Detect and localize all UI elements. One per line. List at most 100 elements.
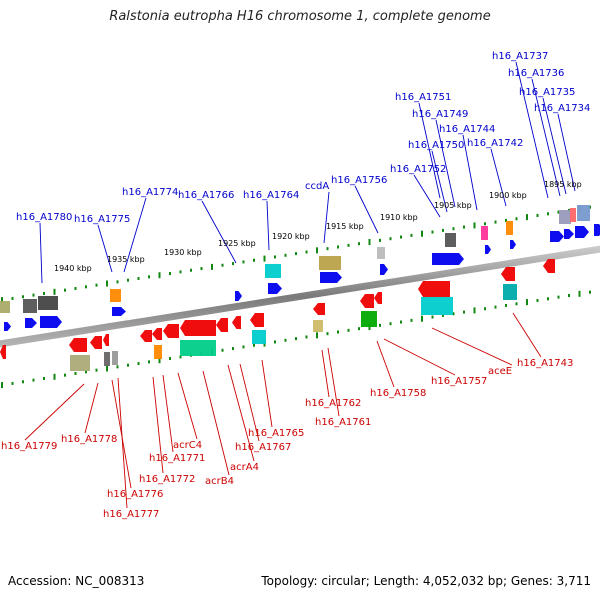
- upper-gene-label: h16_A1780: [16, 212, 72, 223]
- lower-scale-tick: [358, 327, 360, 331]
- lower-scale-tick: [400, 320, 402, 324]
- gene-arrow: [432, 253, 464, 265]
- lower-scale-tick: [53, 373, 56, 380]
- upper-scale-tick: [274, 255, 276, 259]
- upper-scale-tick: [116, 280, 119, 284]
- lower-gene-label: acrC4: [173, 440, 202, 451]
- gene-box: [506, 221, 513, 235]
- gene-arrow: [550, 231, 564, 242]
- upper-scale-tick: [211, 263, 213, 270]
- gene-arrow: [360, 294, 374, 308]
- gene-box: [377, 247, 385, 259]
- lower-scale-tick: [74, 371, 77, 375]
- gene-arrow: [543, 259, 555, 273]
- upper-scale-tick: [221, 263, 224, 267]
- upper-scale-tick: [305, 250, 308, 254]
- upper-scale-tick: [526, 214, 528, 221]
- upper-gene-label: h16_A1750: [408, 140, 464, 151]
- upper-scale-tick: [190, 268, 192, 272]
- upper-scale-tick: [379, 238, 381, 242]
- lower-gene-label: aceE: [488, 366, 512, 377]
- upper-gene-label: h16_A1752: [390, 164, 446, 175]
- lower-scale-tick: [43, 376, 45, 380]
- scale-tick-label: 1915 kbp: [326, 222, 364, 231]
- lower-scale-tick: [284, 338, 287, 342]
- lower-scale-tick: [32, 378, 35, 382]
- upper-leader-line: [323, 191, 330, 244]
- gene-arrow: [180, 320, 216, 336]
- lower-gene-label: h16_A1762: [305, 398, 361, 409]
- upper-scale-tick: [253, 258, 255, 262]
- upper-scale-tick: [410, 233, 413, 237]
- gene-box: [180, 340, 216, 356]
- upper-leader-line: [515, 61, 549, 199]
- upper-scale-tick: [389, 237, 392, 241]
- upper-leader-line: [431, 150, 448, 213]
- upper-scale-tick: [232, 262, 234, 266]
- lower-scale-tick: [589, 290, 591, 294]
- lower-scale-tick: [116, 365, 119, 369]
- upper-gene-label: h16_A1764: [243, 190, 299, 201]
- upper-scale-tick: [22, 295, 24, 299]
- lower-scale-tick: [85, 370, 87, 374]
- upper-scale-tick: [148, 275, 150, 279]
- upper-leader-line: [266, 200, 270, 251]
- lower-scale-tick: [568, 293, 570, 297]
- lower-gene-label: h16_A1765: [248, 428, 304, 439]
- scale-tick-label: 1940 kbp: [54, 264, 92, 273]
- scale-tick-label: 1925 kbp: [218, 239, 256, 248]
- lower-leader-line: [261, 359, 273, 428]
- lower-gene-label: h16_A1767: [235, 442, 291, 453]
- lower-scale-tick: [484, 307, 486, 311]
- gene-arrow: [140, 330, 152, 342]
- gene-arrow: [250, 313, 264, 327]
- upper-scale-tick: [137, 277, 140, 281]
- upper-scale-tick: [106, 280, 108, 287]
- upper-scale-tick: [421, 230, 423, 237]
- lower-leader-line: [327, 347, 340, 417]
- upper-gene-label: h16_A1744: [439, 124, 495, 135]
- lower-scale-tick: [526, 299, 528, 306]
- lower-scale-tick: [1, 382, 3, 389]
- upper-leader-line: [542, 97, 567, 195]
- scale-tick-label: 1910 kbp: [380, 213, 418, 222]
- lower-gene-label: h16_A1743: [517, 358, 573, 369]
- lower-scale-tick: [253, 343, 255, 347]
- upper-scale-tick: [347, 243, 350, 247]
- lower-scale-tick: [106, 365, 108, 372]
- gene-box: [361, 311, 377, 327]
- upper-scale-tick: [53, 288, 56, 295]
- gene-box: [570, 208, 576, 222]
- lower-scale-tick: [242, 345, 245, 349]
- gene-box: [23, 299, 37, 313]
- scale-tick-label: 1930 kbp: [164, 248, 202, 257]
- upper-leader-line: [39, 222, 43, 284]
- lower-scale-tick: [452, 312, 455, 316]
- gene-arrow: [232, 316, 241, 329]
- lower-scale-tick: [95, 368, 98, 372]
- scale-tick-label: 1905 kbp: [434, 201, 472, 210]
- lower-scale-tick: [515, 302, 518, 306]
- gene-box: [481, 226, 488, 240]
- upper-leader-line: [557, 113, 576, 192]
- lower-gene-label: h16_A1757: [431, 376, 487, 387]
- upper-scale-tick: [547, 212, 549, 216]
- lower-gene-label: h16_A1761: [315, 417, 371, 428]
- gene-arrow: [320, 272, 342, 283]
- lower-leader-line: [321, 349, 330, 398]
- gene-arrow: [594, 224, 600, 236]
- upper-gene-label: h16_A1742: [467, 138, 523, 149]
- upper-scale-tick: [505, 218, 507, 222]
- lower-leader-line: [376, 340, 395, 388]
- upper-leader-line: [201, 200, 237, 264]
- lower-scale-tick: [169, 357, 171, 361]
- lower-gene-label: h16_A1778: [61, 434, 117, 445]
- upper-leader-line: [418, 102, 441, 199]
- gene-box: [70, 355, 90, 371]
- lower-leader-line: [84, 382, 99, 434]
- gene-arrow: [575, 226, 589, 238]
- lower-scale-tick: [442, 313, 444, 317]
- lower-leader-line: [227, 364, 255, 462]
- upper-scale-tick: [295, 252, 297, 256]
